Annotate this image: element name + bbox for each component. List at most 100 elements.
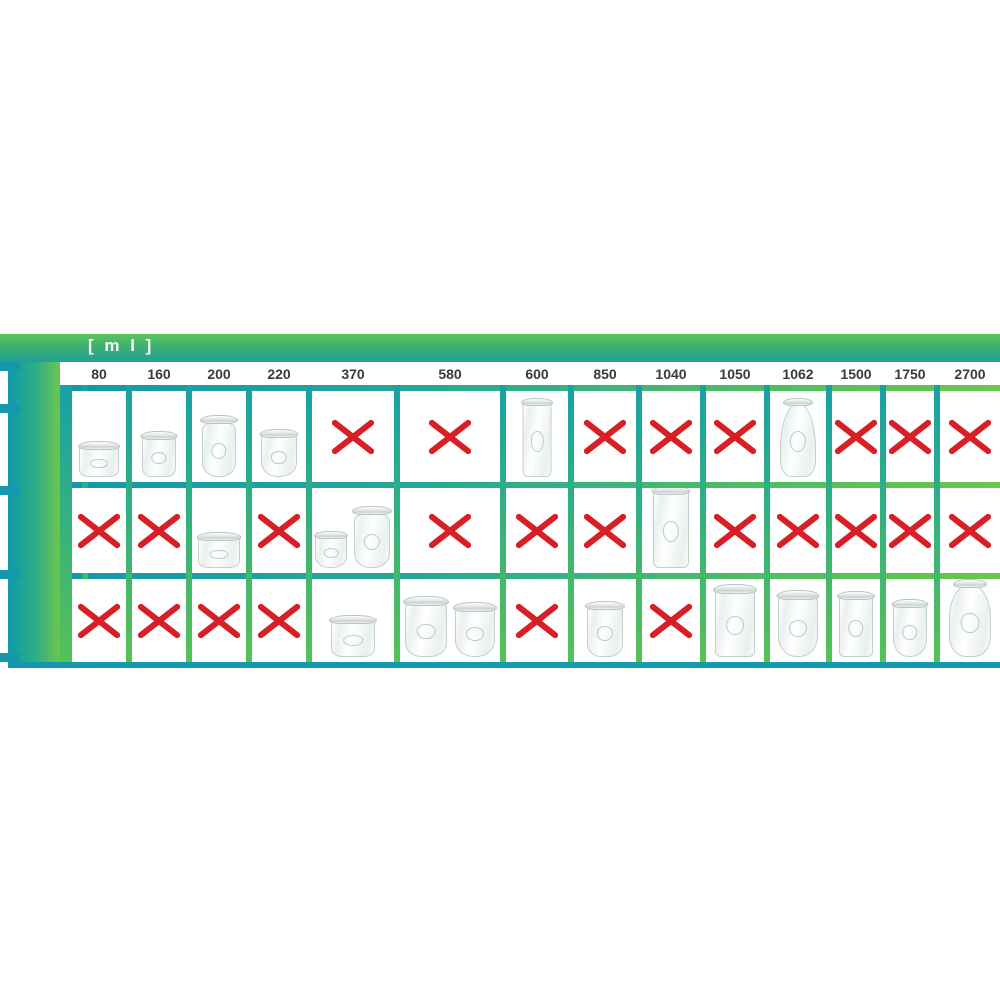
cell-content	[400, 579, 500, 662]
matrix-cell-80mm-1040[interactable]	[642, 488, 700, 573]
column-header-label: 850	[593, 365, 617, 382]
jar-lid	[891, 599, 929, 608]
jar-body	[331, 621, 375, 657]
matrix-cell-100mm-580[interactable]	[400, 579, 500, 662]
matrix-cell-60mm-220[interactable]	[252, 391, 306, 482]
column-header-2700[interactable]: 2700	[940, 362, 1000, 385]
matrix-cell-100mm-370[interactable]	[312, 579, 394, 662]
matrix-cell-100mm-200[interactable]	[192, 579, 246, 662]
not-available-x-icon	[256, 508, 302, 554]
matrix-cell-80mm-1050[interactable]	[706, 488, 764, 573]
column-header-1500[interactable]: 1500	[832, 362, 880, 385]
matrix-cell-80mm-80[interactable]	[72, 488, 126, 573]
not-available-x-icon	[833, 414, 879, 460]
jar-body	[202, 421, 236, 477]
cell-content	[312, 488, 394, 573]
matrix-cell-100mm-1040[interactable]	[642, 579, 700, 662]
matrix-cell-80mm-850[interactable]	[574, 488, 636, 573]
column-header-label: 1050	[719, 365, 751, 382]
not-available-x-icon	[712, 508, 758, 554]
matrix-cell-100mm-1050[interactable]	[706, 579, 764, 662]
matrix-cell-80mm-220[interactable]	[252, 488, 306, 573]
matrix-cell-60mm-80[interactable]	[72, 391, 126, 482]
column-header-80[interactable]: 80	[72, 362, 126, 385]
matrix-cell-60mm-1062[interactable]	[770, 391, 826, 482]
matrix-cell-80mm-1750[interactable]	[886, 488, 934, 573]
matrix-cell-60mm-2700[interactable]	[940, 391, 1000, 482]
not-available-x-icon	[427, 508, 473, 554]
glass-jar-icon	[780, 398, 816, 477]
not-available-x-icon	[712, 414, 758, 460]
volume-banner-label: [ m l ]	[88, 336, 155, 355]
column-header-580[interactable]: 580	[400, 362, 500, 385]
matrix-cell-80mm-600[interactable]	[506, 488, 568, 573]
matrix-cell-80mm-160[interactable]	[132, 488, 186, 573]
column-header-1750[interactable]: 1750	[886, 362, 934, 385]
matrix-cell-60mm-160[interactable]	[132, 391, 186, 482]
jar-lid	[776, 590, 820, 600]
jar-lid	[521, 398, 553, 406]
cell-content	[72, 488, 126, 573]
cell-content	[706, 391, 764, 482]
cell-content	[832, 391, 880, 482]
cell-content	[940, 391, 1000, 482]
column-header-label: 200	[207, 365, 231, 382]
column-header-1040[interactable]: 1040	[642, 362, 700, 385]
matrix-cell-80mm-370[interactable]	[312, 488, 394, 573]
matrix-cell-60mm-370[interactable]	[312, 391, 394, 482]
column-header-label: 160	[147, 365, 171, 382]
matrix-cell-100mm-600[interactable]	[506, 579, 568, 662]
jar-lid	[453, 602, 497, 612]
matrix-cell-100mm-850[interactable]	[574, 579, 636, 662]
column-header-1062[interactable]: 1062	[770, 362, 826, 385]
column-header-220[interactable]: 220	[252, 362, 306, 385]
cell-content	[132, 488, 186, 573]
matrix-cell-100mm-160[interactable]	[132, 579, 186, 662]
matrix-cell-60mm-1500[interactable]	[832, 391, 880, 482]
jar-body	[893, 605, 927, 657]
column-header-600[interactable]: 600	[506, 362, 568, 385]
matrix-cell-80mm-1062[interactable]	[770, 488, 826, 573]
not-available-x-icon	[648, 598, 694, 644]
cell-content	[770, 391, 826, 482]
grid-vline	[568, 385, 574, 662]
matrix-cell-60mm-850[interactable]	[574, 391, 636, 482]
matrix-cell-60mm-200[interactable]	[192, 391, 246, 482]
column-header-160[interactable]: 160	[132, 362, 186, 385]
spine-cap	[0, 653, 20, 662]
not-available-x-icon	[648, 414, 694, 460]
glass-jar-icon	[200, 415, 238, 477]
matrix-cell-100mm-220[interactable]	[252, 579, 306, 662]
column-header-200[interactable]: 200	[192, 362, 246, 385]
not-available-x-icon	[256, 598, 302, 644]
matrix-cell-100mm-2700[interactable]	[940, 579, 1000, 662]
grid-hline-2	[60, 573, 1000, 579]
matrix-cell-60mm-1750[interactable]	[886, 391, 934, 482]
not-available-x-icon	[887, 414, 933, 460]
grid-vline	[246, 385, 252, 662]
spine-cap	[0, 570, 20, 579]
column-header-370[interactable]: 370	[312, 362, 394, 385]
matrix-cell-60mm-1050[interactable]	[706, 391, 764, 482]
matrix-cell-60mm-1040[interactable]	[642, 391, 700, 482]
column-header-1050[interactable]: 1050	[706, 362, 764, 385]
matrix-cell-60mm-600[interactable]	[506, 391, 568, 482]
matrix-cell-80mm-1500[interactable]	[832, 488, 880, 573]
matrix-cell-60mm-580[interactable]	[400, 391, 500, 482]
matrix-cell-80mm-580[interactable]	[400, 488, 500, 573]
jar-lid	[651, 488, 691, 495]
grid-vline	[636, 385, 642, 662]
jar-body	[587, 607, 623, 657]
matrix-cell-80mm-200[interactable]	[192, 488, 246, 573]
matrix-cell-100mm-1062[interactable]	[770, 579, 826, 662]
matrix-cell-100mm-1500[interactable]	[832, 579, 880, 662]
matrix-cell-80mm-2700[interactable]	[940, 488, 1000, 573]
cell-content	[312, 579, 394, 662]
matrix-cell-100mm-80[interactable]	[72, 579, 126, 662]
cell-content	[132, 579, 186, 662]
jar-body	[354, 512, 390, 568]
jar-lid	[352, 506, 392, 515]
matrix-cell-100mm-1750[interactable]	[886, 579, 934, 662]
column-header-850[interactable]: 850	[574, 362, 636, 385]
